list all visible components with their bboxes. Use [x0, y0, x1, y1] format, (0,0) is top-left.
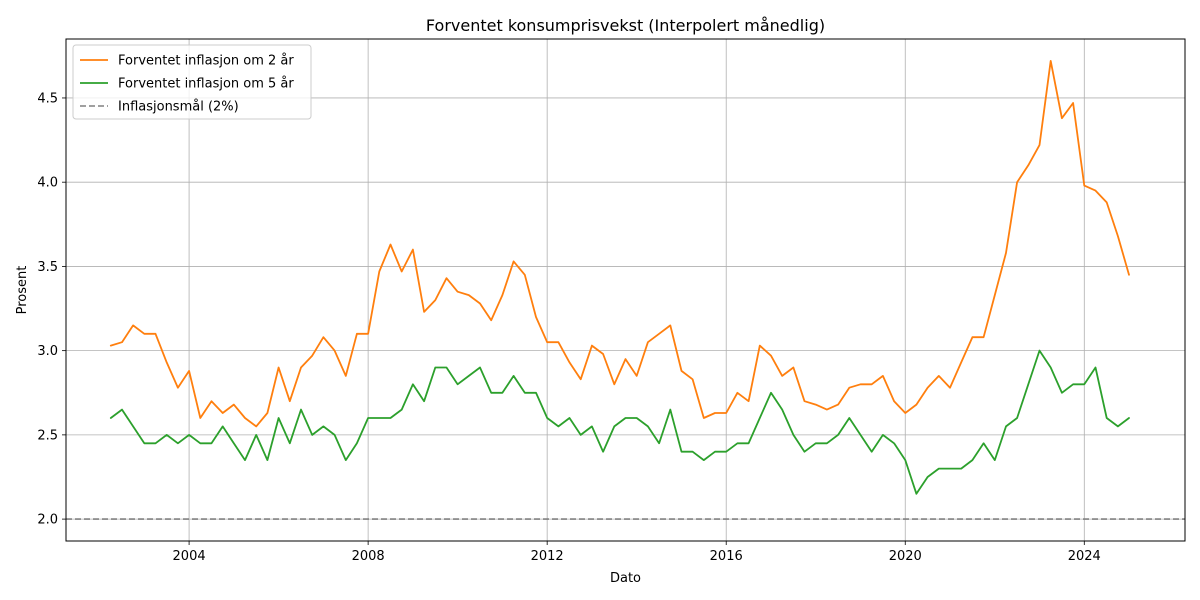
x-tick-label: 2024: [1068, 549, 1101, 564]
legend-box: [72, 44, 312, 120]
chart-title: Forventet konsumprisvekst (Interpolert m…: [426, 16, 825, 35]
plot-background: [66, 39, 1185, 541]
y-tick-label: 3.0: [37, 344, 58, 359]
x-tick-label: 2020: [889, 549, 922, 564]
legend-items: Forventet inflasjon om 2 år Forventet inf…: [80, 54, 294, 115]
y-axis: 2.0 2.5 3.0 3.5 4.0 4.5: [37, 91, 66, 528]
legend-label: Forventet inflasjon om 2 år: [118, 54, 294, 69]
legend-label: Inflasjonsmål (2%): [118, 100, 239, 115]
y-tick-label: 2.0: [37, 513, 58, 528]
x-tick-label: 2012: [531, 549, 564, 564]
y-tick-label: 4.5: [37, 91, 58, 106]
series-line-1: [109, 60, 1130, 428]
x-axis: 2004 2008 2012 2016 2020 2024: [173, 541, 1101, 564]
plot-area: [65, 38, 1186, 542]
legend: Forventet inflasjon om 2 år Forventet inf…: [72, 44, 312, 120]
y-tick-label: 4.0: [37, 176, 58, 191]
series-line-2: [109, 349, 1130, 495]
series-lines: [109, 60, 1130, 495]
x-tick-label: 2004: [173, 549, 206, 564]
y-tick-label: 2.5: [37, 428, 58, 443]
y-tick-label: 3.5: [37, 260, 58, 275]
y-axis-title: Prosent: [15, 266, 30, 315]
legend-label: Forventet inflasjon om 5 år: [118, 77, 294, 92]
x-tick-label: 2016: [710, 549, 743, 564]
x-tick-label: 2008: [352, 549, 385, 564]
x-axis-title: Dato: [610, 571, 641, 586]
plot-frame: [65, 38, 1186, 542]
